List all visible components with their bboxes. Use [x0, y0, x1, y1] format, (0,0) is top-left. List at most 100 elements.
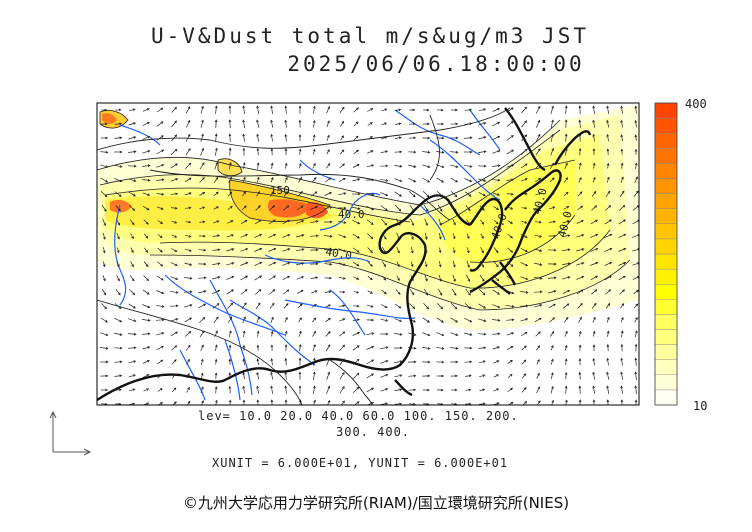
- wind-vector: [310, 220, 318, 224]
- wind-vector: [410, 232, 414, 240]
- wind-vector: [590, 234, 598, 238]
- wind-vector-head: [539, 249, 543, 252]
- wind-vector: [493, 220, 499, 224]
- colorbar-segment: [654, 193, 678, 209]
- wind-vector: [493, 233, 499, 239]
- wind-vector-head: [511, 149, 515, 153]
- wind-vector: [479, 389, 485, 391]
- wind-vector-head: [242, 119, 245, 123]
- wind-vector-head: [299, 176, 302, 180]
- wind-vector-head: [511, 305, 515, 308]
- wind-vector: [114, 303, 122, 309]
- wind-vector: [466, 274, 470, 282]
- wind-vector-head: [201, 330, 205, 334]
- wind-vector: [507, 346, 513, 350]
- wind-vector: [381, 246, 387, 254]
- wind-vector-head: [256, 105, 259, 109]
- wind-vector: [326, 372, 330, 380]
- wind-vector-head: [161, 178, 165, 182]
- wind-vector-head: [371, 318, 375, 322]
- wind-vector-head: [606, 330, 610, 334]
- wind-vector-head: [117, 278, 120, 282]
- wind-vector-head: [497, 318, 501, 322]
- wind-vector-head: [397, 292, 401, 295]
- wind-vector: [157, 359, 163, 365]
- wind-vector: [352, 233, 360, 239]
- wind-vector-head: [160, 135, 164, 138]
- wind-vector-head: [147, 318, 151, 322]
- wind-vector-head: [161, 149, 165, 153]
- wind-vector: [565, 400, 568, 405]
- wind-vector: [634, 176, 638, 184]
- wind-vector-head: [228, 147, 232, 151]
- wind-vector-head: [412, 306, 416, 310]
- wind-vector-head: [132, 292, 136, 296]
- wind-vector: [635, 163, 637, 169]
- wind-vector-head: [551, 372, 554, 376]
- wind-vector: [283, 191, 289, 197]
- wind-vector: [410, 247, 414, 253]
- wind-vector: [170, 318, 178, 322]
- wind-vector: [534, 262, 542, 266]
- wind-vector: [563, 191, 569, 197]
- wind-vector-head: [524, 134, 528, 138]
- wind-vector-head: [565, 399, 568, 403]
- wind-vector-head: [188, 162, 192, 166]
- wind-vector-head: [398, 108, 402, 112]
- wind-vector: [535, 106, 541, 114]
- wind-vector-head: [483, 150, 487, 154]
- wind-vector-head: [620, 134, 624, 138]
- wind-vector: [142, 205, 150, 211]
- wind-vector-head: [483, 319, 487, 322]
- wind-vector-head: [397, 236, 400, 240]
- wind-vector-head: [467, 222, 470, 226]
- wind-vector-head: [104, 108, 108, 112]
- wind-vector: [185, 234, 191, 238]
- copyright-credit: ©九州大学応用力学研究所(RIAM)/国立環境研究所(NIES): [182, 494, 570, 512]
- wind-vector-head: [537, 400, 541, 404]
- wind-vector: [562, 235, 570, 237]
- wind-vector: [212, 249, 220, 251]
- wind-vector-head: [327, 399, 331, 403]
- wind-vector: [493, 206, 499, 210]
- wind-vector: [114, 375, 122, 377]
- wind-vector: [478, 108, 486, 112]
- wind-vector: [199, 206, 205, 210]
- colorbar-segment: [654, 223, 678, 240]
- wind-vector: [492, 289, 500, 295]
- wind-vector-head: [173, 359, 177, 362]
- wind-vector: [353, 276, 359, 280]
- wind-vector: [100, 347, 108, 349]
- wind-vector: [352, 178, 360, 182]
- wind-vector-head: [327, 163, 331, 166]
- wind-vector: [116, 232, 120, 240]
- wind-vector: [480, 260, 484, 268]
- wind-vector: [240, 248, 248, 252]
- wind-vector-head: [425, 223, 428, 227]
- wind-vector: [128, 318, 136, 322]
- wind-vector-head: [272, 219, 276, 223]
- wind-vector-head: [242, 147, 246, 151]
- wind-vector-head: [438, 250, 442, 254]
- wind-vector-head: [284, 162, 288, 166]
- wind-vector: [451, 403, 457, 405]
- wind-vector-head: [133, 374, 136, 377]
- wind-vector: [409, 303, 415, 309]
- wind-vector: [507, 206, 513, 210]
- wind-vector: [549, 192, 555, 196]
- wind-vector-head: [160, 107, 164, 111]
- wind-vector: [185, 163, 191, 169]
- wind-vector: [185, 120, 191, 128]
- wind-vector: [354, 401, 360, 405]
- wind-vector: [143, 374, 149, 378]
- wind-vector-head: [413, 360, 417, 364]
- wind-vector: [464, 164, 472, 168]
- wind-vector-head: [524, 345, 527, 349]
- wind-vector: [285, 386, 287, 394]
- wind-vector-head: [286, 289, 290, 293]
- wind-vector-head: [595, 247, 599, 251]
- wind-vector-head: [453, 222, 456, 226]
- wind-vector: [102, 218, 106, 226]
- wind-vector-head: [578, 358, 582, 361]
- wind-vector-head: [496, 193, 500, 196]
